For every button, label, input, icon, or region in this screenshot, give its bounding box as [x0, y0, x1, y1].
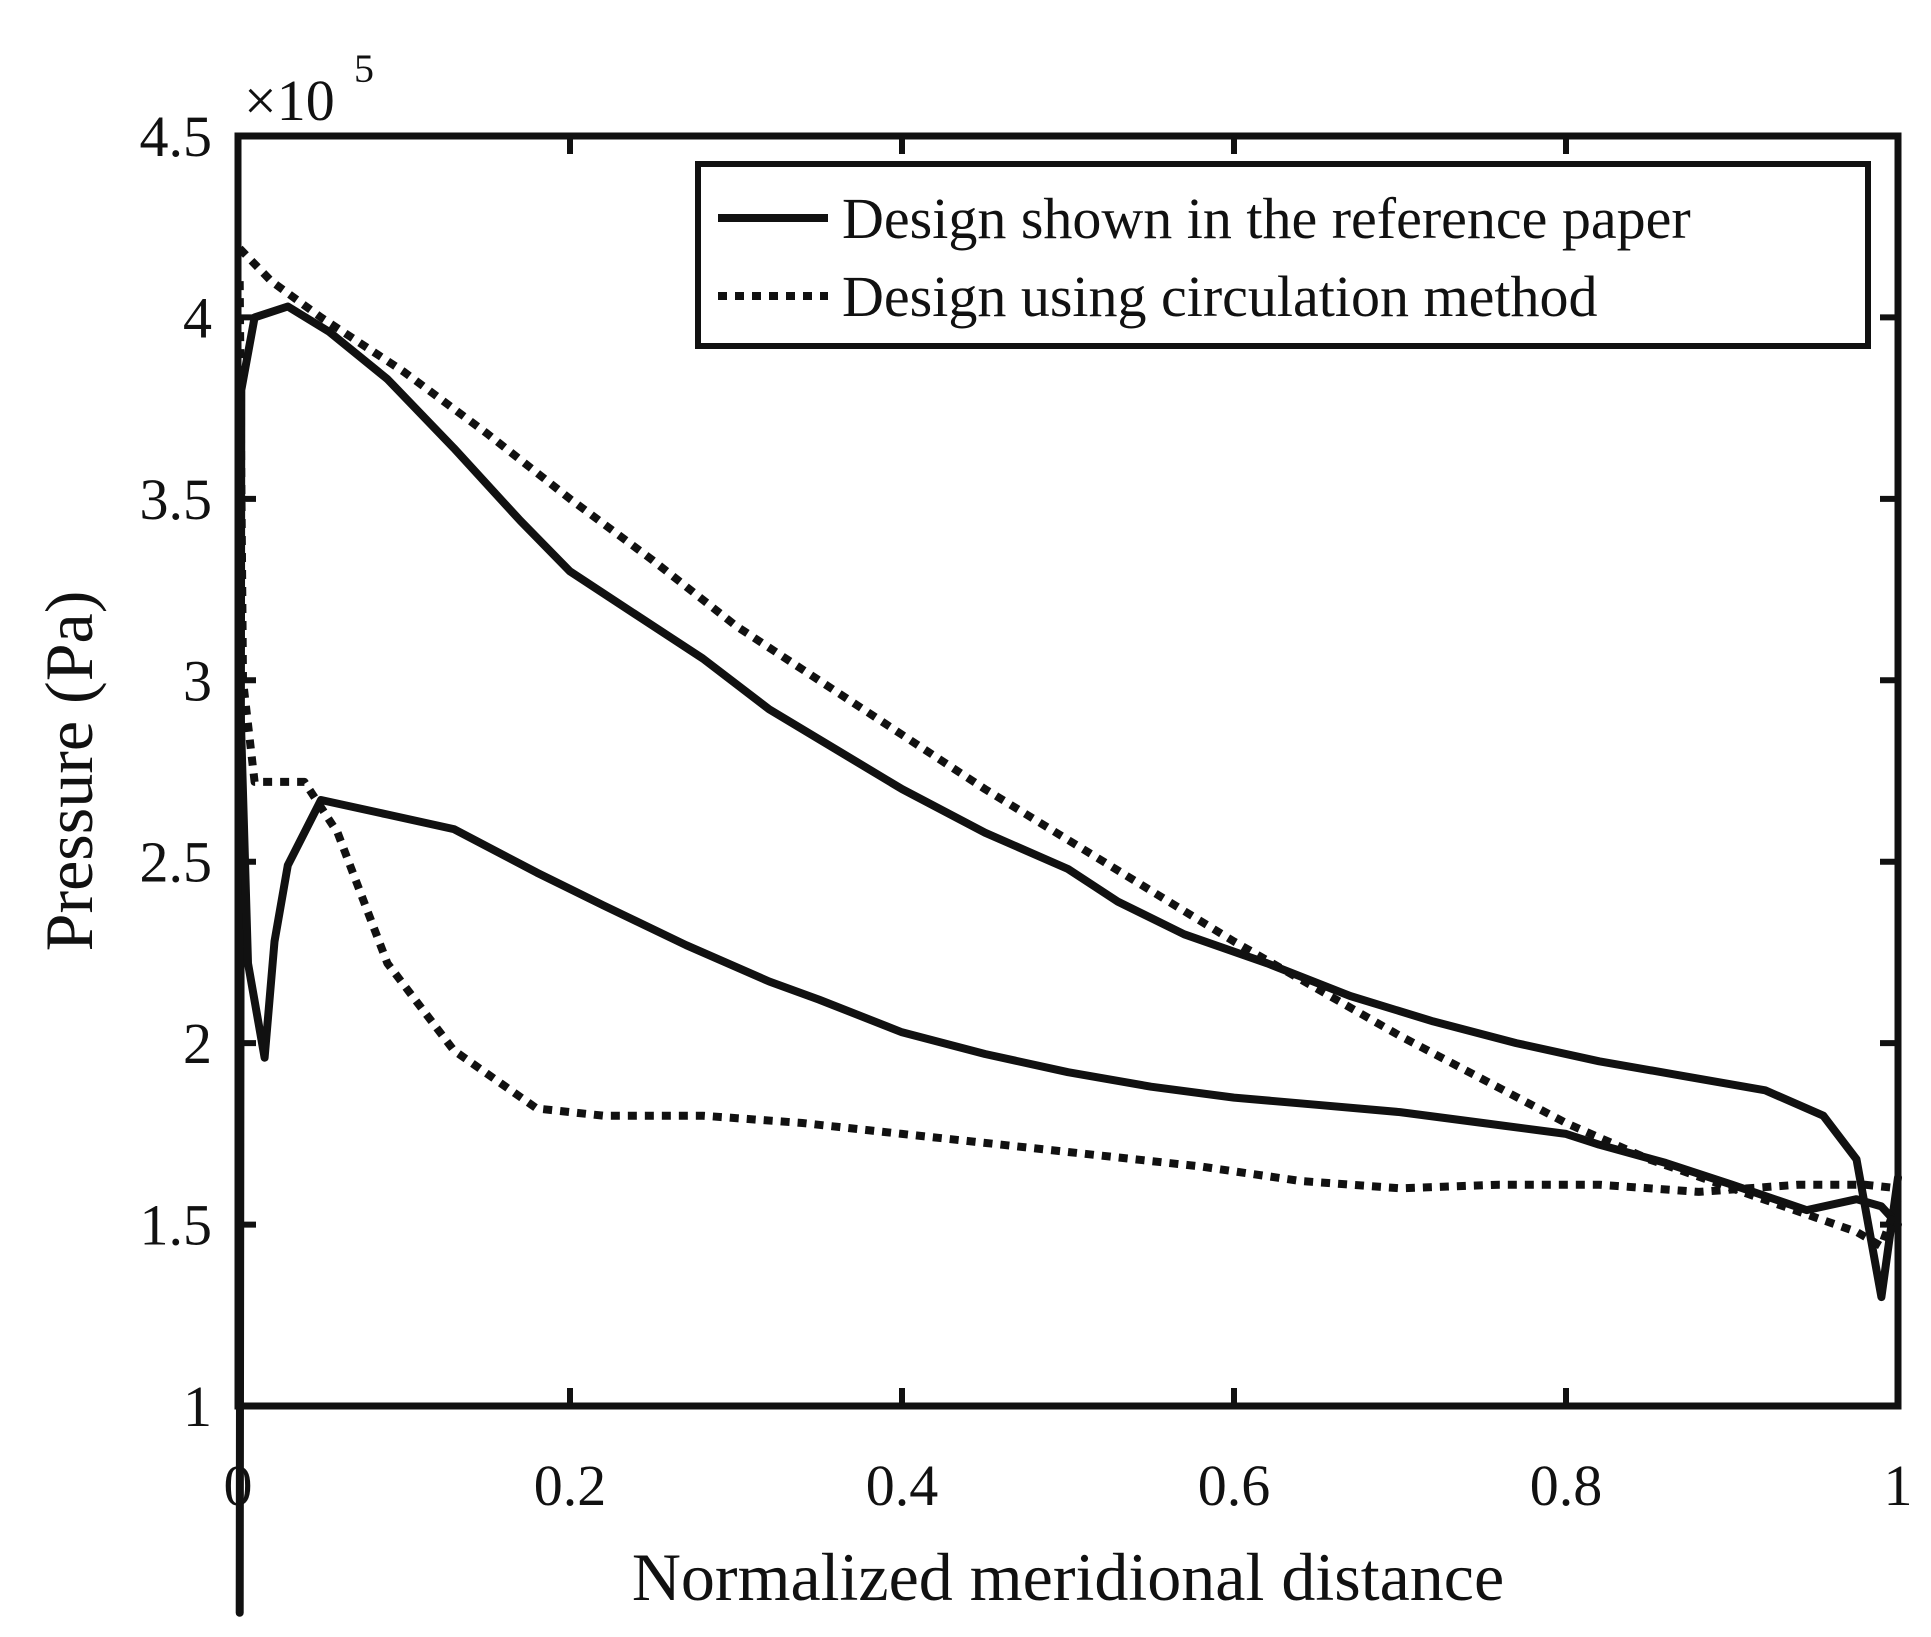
y-tick-label: 3.5 [140, 467, 213, 532]
x-tick-label: 0.6 [1198, 1453, 1271, 1518]
legend-box [695, 161, 1871, 349]
y-multiplier-base: ×10 [244, 68, 335, 133]
series-layer [235, 245, 1902, 1617]
y-tick-label: 1 [183, 1374, 212, 1439]
y-tick-label: 1.5 [140, 1193, 213, 1258]
y-tick-label: 2.5 [140, 830, 213, 895]
series-circulation-design-upper-line [236, 245, 1902, 1251]
legend: Design shown in the reference paper Desi… [695, 161, 1871, 349]
axis-ticks: 0 0.2 0.4 0.6 0.8 111.522.533.544.5 [140, 104, 1913, 1518]
x-tick-label: 1 [1884, 1453, 1913, 1518]
x-tick-label: 0.4 [866, 1453, 939, 1518]
series-circulation-design-lower-line [235, 281, 1899, 1196]
x-tick-label: 0.2 [534, 1453, 607, 1518]
series-reference-design-upper-line [235, 302, 1902, 1617]
y-tick-label: 2 [183, 1011, 212, 1076]
y-multiplier-exponent: 5 [354, 46, 374, 91]
plot-area-border [234, 132, 1902, 1410]
legend-label-reference-design: Design shown in the reference paper [842, 186, 1691, 251]
x-tick-label: 0.8 [1530, 1453, 1603, 1518]
y-tick-label: 3 [183, 648, 212, 713]
y-tick-label: 4.5 [140, 104, 213, 169]
y-axis-multiplier: ×10 5 [244, 46, 374, 133]
y-axis-title: Pressure (Pa) [31, 591, 107, 952]
y-tick-label: 4 [183, 285, 212, 350]
legend-label-circulation-design: Design using circulation method [842, 264, 1597, 329]
x-axis-title: Normalized meridional distance [632, 1539, 1504, 1615]
